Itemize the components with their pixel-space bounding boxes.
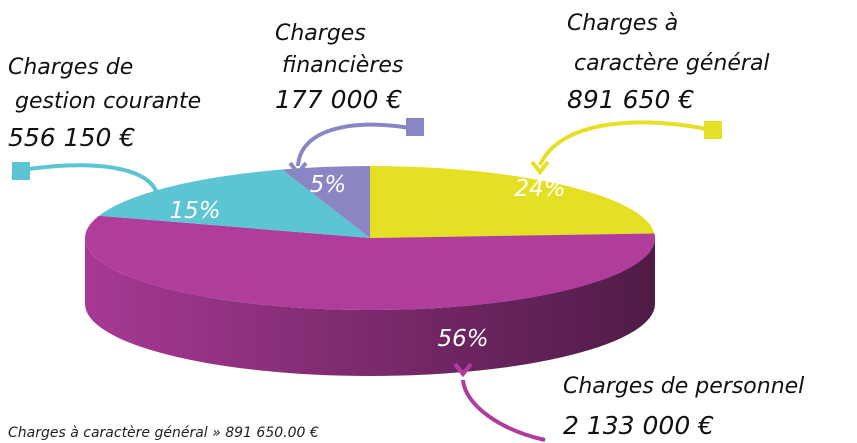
- callout-square: [704, 121, 722, 139]
- amount-label: 2 133 000 €: [563, 411, 714, 440]
- callout-arrowhead: [530, 160, 550, 176]
- footer: Charges à caractère général » 891 650.00…: [8, 425, 319, 441]
- labels: 24% Charges à caractère général 891 650 € 5…: [8, 11, 804, 442]
- slice: [98, 169, 371, 238]
- category-label: Charges à caractère général: [567, 11, 770, 76]
- slice: [85, 215, 656, 310]
- callout-line: [21, 163, 160, 197]
- callout-line: [538, 120, 713, 166]
- callout-square: [406, 118, 424, 136]
- category-label: Charges de gestion courante: [8, 55, 201, 114]
- callout-square: [12, 162, 30, 180]
- callout-line: [296, 122, 411, 167]
- callout-arrowhead: [453, 362, 473, 378]
- value-label: 15%: [169, 198, 220, 224]
- pie: [85, 166, 656, 376]
- callout-arrowhead: [288, 161, 308, 177]
- amount-label: 556 150 €: [8, 123, 135, 152]
- callout-line: [461, 379, 546, 442]
- value-label: 56%: [437, 326, 488, 352]
- slice: [370, 166, 655, 238]
- slice: [281, 166, 370, 238]
- callout-arrowhead: [148, 191, 168, 207]
- amount-label: 177 000 €: [275, 85, 402, 114]
- amount-label: 891 650 €: [567, 85, 694, 114]
- value-label: 5%: [310, 172, 347, 198]
- category-label: Charges de personnel: [563, 374, 804, 399]
- value-label: 24%: [514, 176, 565, 202]
- category-label: Charges financières: [275, 21, 403, 78]
- slice-side: [85, 238, 655, 376]
